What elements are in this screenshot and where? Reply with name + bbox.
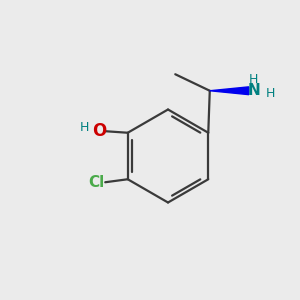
Text: O: O — [92, 122, 106, 140]
Text: Cl: Cl — [88, 175, 104, 190]
Text: H: H — [249, 73, 258, 86]
Text: N: N — [248, 83, 260, 98]
Text: H: H — [80, 121, 89, 134]
Text: H: H — [266, 87, 275, 100]
Polygon shape — [210, 87, 249, 95]
